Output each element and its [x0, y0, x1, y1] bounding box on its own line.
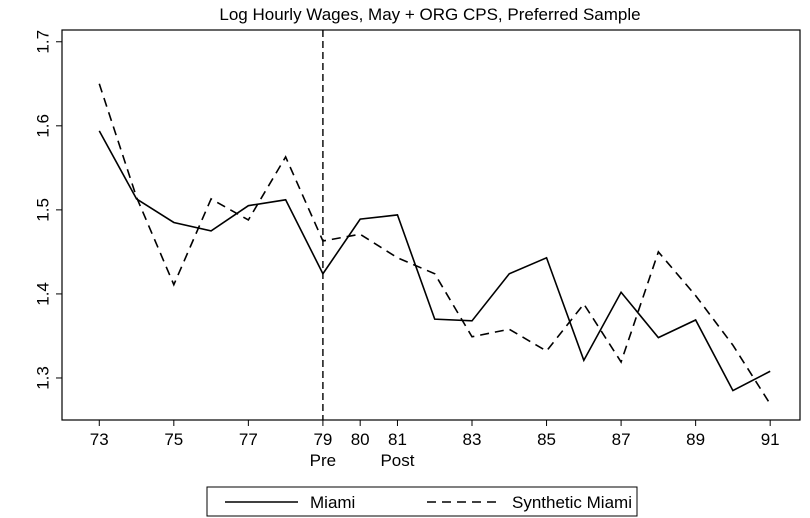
legend-label: Synthetic Miami	[512, 493, 632, 512]
chart-title: Log Hourly Wages, May + ORG CPS, Preferr…	[219, 5, 640, 24]
y-tick-label: 1.5	[33, 198, 52, 222]
series-line	[98, 130, 771, 392]
y-tick-label: 1.3	[33, 366, 52, 390]
plot-frame	[61, 29, 801, 421]
x-tick-label: 79	[313, 430, 332, 449]
x-tick-label: 91	[761, 430, 780, 449]
x-tick-label: 85	[537, 430, 556, 449]
x-tick-label: 75	[164, 430, 183, 449]
x-tick-label: 89	[686, 430, 705, 449]
x-tick-label: 83	[463, 430, 482, 449]
x-tick-label: 77	[239, 430, 258, 449]
x-tick-label: 81	[388, 430, 407, 449]
x-tick-label: 87	[612, 430, 631, 449]
annotation: Pre	[310, 451, 336, 470]
legend-label: Miami	[310, 493, 355, 512]
series-line	[98, 83, 771, 405]
x-tick-label: 80	[351, 430, 370, 449]
annotation: Post	[380, 451, 414, 470]
y-tick-label: 1.4	[33, 282, 52, 306]
x-tick-label: 73	[90, 430, 109, 449]
y-tick-label: 1.6	[33, 114, 52, 138]
y-tick-label: 1.7	[33, 30, 52, 54]
